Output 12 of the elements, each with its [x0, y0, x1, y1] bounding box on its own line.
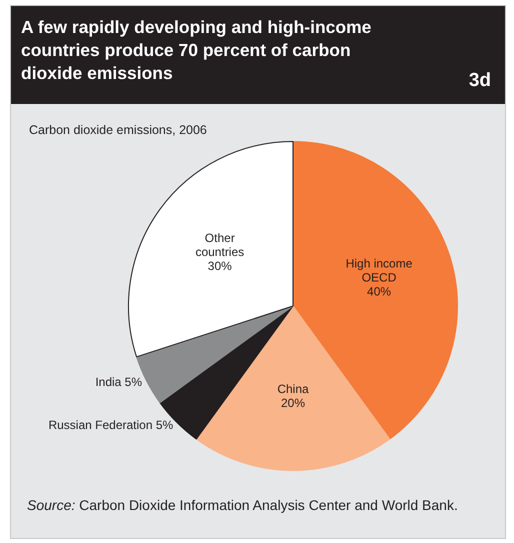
slice-label: India 5% — [95, 375, 142, 390]
slice-label: Russian Federation 5% — [48, 418, 174, 432]
chart-title: A few rapidly developing and high-income countries produce 70 percent of carbon dioxide emissions — [21, 16, 372, 85]
text: 3d — [468, 70, 491, 92]
data-label: 30% — [208, 259, 232, 274]
chart-subtitle: Carbon dioxide emissions, 2006 — [29, 123, 207, 137]
data-label: 20% — [280, 396, 306, 410]
slice-label: Other countries — [195, 231, 244, 260]
slice-label: China — [277, 382, 309, 396]
data-label: 40% — [367, 284, 392, 298]
source-note: Source: Carbon Dioxide Information Analysis Center and World Bank. — [27, 496, 459, 515]
slice-label: High income OECD — [346, 256, 413, 284]
